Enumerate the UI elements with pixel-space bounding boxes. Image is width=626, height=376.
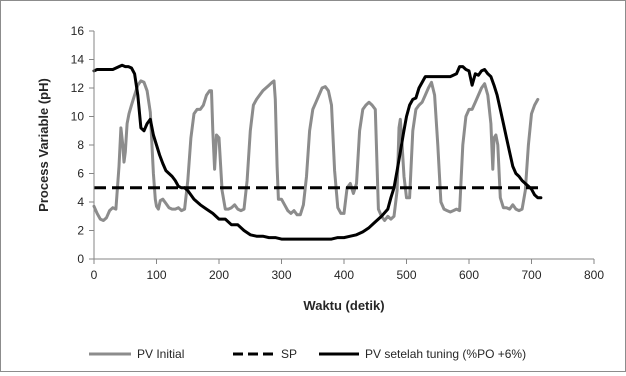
y-tick-label: 10 [71, 110, 85, 124]
plot-area [92, 63, 544, 241]
y-tick-label: 14 [71, 53, 85, 67]
x-tick-label: 200 [209, 268, 229, 282]
x-tick-label: 100 [146, 268, 166, 282]
x-tick-label: 400 [334, 268, 354, 282]
y-axis-ticks: 0 2 4 6 8 10 12 14 16 [71, 24, 94, 266]
y-axis-title: Process Variable (pH) [36, 78, 51, 212]
x-axis-title: Waktu (detik) [303, 298, 384, 313]
y-tick-label: 8 [77, 138, 84, 152]
x-tick-label: 700 [521, 268, 541, 282]
x-tick-label: 300 [271, 268, 291, 282]
legend-label-1: SP [281, 347, 297, 361]
y-tick-label: 4 [77, 195, 84, 209]
y-tick-label: 2 [77, 224, 84, 238]
x-axis-ticks: 0 100 200 300 400 500 600 700 800 [91, 259, 604, 282]
legend: PV Initial SP PV setelah tuning (%PO +6%) [89, 347, 526, 361]
series-line-2 [92, 63, 543, 241]
x-tick-label: 500 [396, 268, 416, 282]
x-tick-label: 600 [459, 268, 479, 282]
axes [93, 31, 594, 260]
y-tick-label: 6 [77, 167, 84, 181]
x-tick-label: 800 [584, 268, 604, 282]
legend-label-0: PV Initial [137, 347, 184, 361]
legend-label-2: PV setelah tuning (%PO +6%) [365, 347, 526, 361]
y-tick-label: 16 [71, 24, 85, 38]
y-tick-label: 12 [71, 81, 85, 95]
y-tick-label: 0 [77, 252, 84, 266]
series-line-0 [92, 79, 540, 222]
x-tick-label: 0 [91, 268, 98, 282]
